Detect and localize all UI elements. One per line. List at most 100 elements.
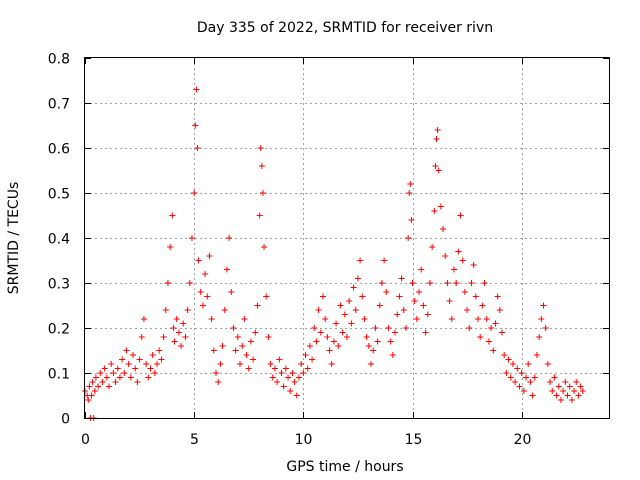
data-point-mark bbox=[326, 347, 333, 354]
data-point-mark bbox=[219, 343, 226, 349]
data-point-mark bbox=[357, 257, 364, 264]
data-point-mark bbox=[169, 212, 176, 219]
data-point-mark bbox=[553, 392, 560, 399]
data-point-mark bbox=[245, 365, 252, 372]
data-point-mark bbox=[199, 302, 206, 309]
data-point-mark bbox=[514, 365, 521, 372]
data-point-mark bbox=[499, 329, 506, 336]
data-point-mark bbox=[164, 280, 171, 286]
data-point-mark bbox=[372, 325, 379, 331]
data-point-mark bbox=[160, 334, 167, 340]
data-point-mark bbox=[228, 289, 235, 295]
data-point-mark bbox=[437, 203, 444, 210]
data-point-mark bbox=[350, 284, 357, 291]
data-point-mark bbox=[354, 275, 361, 282]
data-point-mark bbox=[450, 266, 457, 273]
plot-frame bbox=[84, 57, 610, 419]
data-point-mark bbox=[405, 235, 412, 241]
data-point-mark bbox=[516, 383, 523, 390]
data-point-mark bbox=[470, 262, 477, 268]
data-point-mark bbox=[271, 365, 278, 372]
y-tick-label: 0.5 bbox=[48, 187, 70, 203]
data-point-mark bbox=[202, 271, 209, 277]
data-point-mark bbox=[237, 361, 244, 367]
data-point-mark bbox=[263, 293, 270, 300]
data-point-mark bbox=[180, 320, 187, 327]
data-point-mark bbox=[466, 325, 473, 331]
data-point-mark bbox=[424, 311, 431, 318]
data-point-mark bbox=[267, 361, 274, 367]
data-point-mark bbox=[97, 370, 104, 376]
data-point-mark bbox=[247, 338, 254, 345]
data-point-mark bbox=[232, 347, 239, 354]
data-point-mark bbox=[154, 361, 161, 367]
data-point-mark bbox=[376, 302, 383, 309]
data-point-mark bbox=[440, 226, 447, 232]
data-point-mark bbox=[483, 316, 490, 322]
data-point-mark bbox=[298, 361, 305, 367]
data-point-mark bbox=[95, 383, 102, 390]
data-point-mark bbox=[560, 388, 567, 394]
data-point-mark bbox=[230, 325, 237, 331]
data-point-mark bbox=[544, 361, 551, 367]
data-point-mark bbox=[477, 334, 484, 340]
data-point-mark bbox=[407, 181, 414, 187]
data-point-mark bbox=[557, 397, 564, 403]
data-point-mark bbox=[457, 212, 464, 219]
data-point-mark bbox=[143, 361, 150, 367]
data-point-mark bbox=[119, 356, 126, 363]
data-point-mark bbox=[542, 325, 549, 331]
data-point-mark bbox=[568, 397, 575, 403]
data-point-mark bbox=[304, 365, 311, 372]
data-point-mark bbox=[182, 334, 189, 340]
data-point-mark bbox=[370, 347, 377, 354]
data-point-mark bbox=[564, 392, 571, 399]
data-point-mark bbox=[368, 361, 375, 367]
data-point-mark bbox=[575, 392, 582, 399]
data-point-mark bbox=[488, 325, 495, 331]
data-point-mark bbox=[121, 370, 128, 376]
data-point-mark bbox=[254, 302, 261, 309]
data-point-mark bbox=[490, 347, 497, 354]
data-point-mark bbox=[363, 334, 370, 340]
data-point-mark bbox=[479, 302, 486, 309]
data-point-mark bbox=[193, 86, 200, 93]
data-point-mark bbox=[252, 329, 259, 336]
ticks-layer: 0 0.1 0.2 0.3 0.4 0.5 0.6 0.7 0.8 0 5 10 15 20 bbox=[48, 52, 609, 448]
data-point-mark bbox=[125, 361, 132, 367]
data-point-mark bbox=[208, 316, 215, 322]
data-point-mark bbox=[108, 361, 115, 367]
data-point-mark bbox=[538, 316, 545, 322]
data-point-mark bbox=[313, 338, 320, 345]
data-point-mark bbox=[481, 280, 488, 286]
data-point-mark bbox=[420, 302, 427, 309]
data-point-mark bbox=[501, 352, 508, 358]
data-point-mark bbox=[341, 311, 348, 318]
data-point-mark bbox=[385, 325, 392, 331]
data-point-mark bbox=[158, 356, 165, 363]
data-point-mark bbox=[136, 356, 143, 363]
data-point-mark bbox=[492, 320, 499, 327]
data-point-mark bbox=[239, 343, 246, 349]
data-point-mark bbox=[352, 307, 359, 313]
data-point-mark bbox=[167, 244, 174, 250]
data-point-mark bbox=[383, 289, 390, 295]
data-point-mark bbox=[339, 329, 346, 336]
data-point-mark bbox=[110, 370, 117, 376]
data-point-mark bbox=[85, 397, 92, 403]
y-axis-title: SRMTID / TECUs bbox=[6, 182, 22, 295]
x-axis-title: GPS time / hours bbox=[286, 459, 403, 475]
data-point-mark bbox=[315, 307, 322, 313]
data-point-mark bbox=[114, 365, 121, 372]
data-point-mark bbox=[319, 293, 326, 300]
data-point-mark bbox=[459, 257, 466, 264]
data-point-mark bbox=[549, 388, 556, 394]
data-point-mark bbox=[374, 338, 381, 345]
data-point-mark bbox=[99, 379, 106, 385]
data-point-mark bbox=[381, 257, 388, 264]
data-point-mark bbox=[258, 163, 265, 169]
data-point-mark bbox=[197, 289, 204, 295]
data-point-mark bbox=[241, 316, 248, 322]
data-point-mark bbox=[505, 356, 512, 363]
data-point-mark bbox=[192, 122, 199, 129]
